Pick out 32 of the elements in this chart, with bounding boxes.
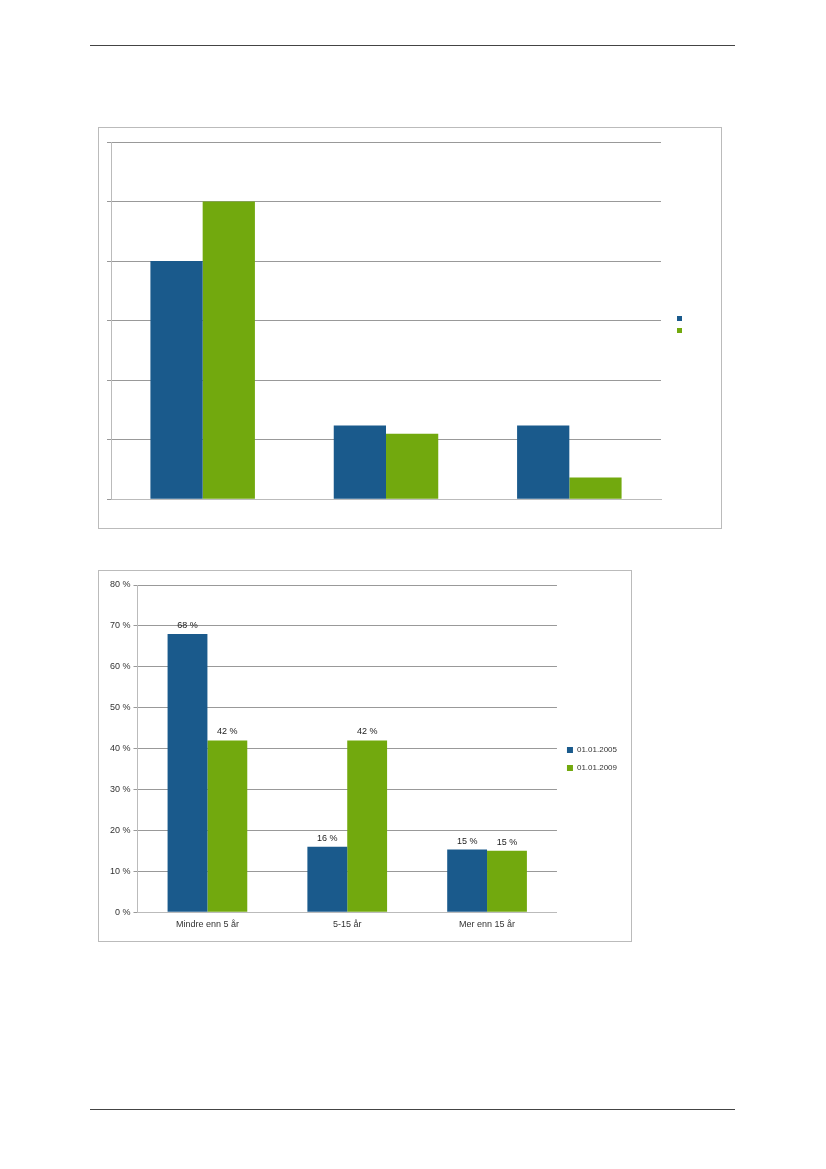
y-tick-label: 40 % [110, 743, 131, 754]
legend-label: 01.01.2005 [576, 745, 618, 755]
bar [347, 740, 388, 912]
data-label: 15 % [456, 835, 478, 846]
y-tick-label: 10 % [110, 865, 131, 876]
bar [447, 849, 488, 912]
y-tick-label: 60 % [110, 661, 131, 672]
y-tick-label: 70 % [110, 620, 131, 631]
bar [202, 201, 255, 499]
y-tick-label: 50 % [110, 702, 131, 713]
bar [386, 433, 439, 499]
x-tick-label: 5-15 år [332, 919, 362, 930]
bar [333, 425, 386, 499]
y-tick-label: 30 % [110, 783, 131, 794]
data-label: 42 % [356, 726, 378, 737]
data-label: 15 % [496, 836, 518, 847]
bar [487, 850, 527, 912]
bar [307, 846, 348, 912]
data-label: 16 % [317, 832, 338, 843]
bar [569, 477, 622, 499]
data-label: 42 % [217, 726, 238, 737]
x-tick-label: Mer enn 15 år [459, 919, 516, 930]
bar [150, 261, 203, 499]
x-tick-label: Mindre enn 5 år [175, 919, 239, 930]
bar [517, 425, 570, 499]
y-tick-label: 20 % [110, 824, 131, 835]
y-tick-label: 80 % [110, 579, 131, 590]
bar [167, 634, 208, 912]
data-label: 68 % [177, 620, 198, 631]
bar [207, 740, 248, 912]
legend-label: 01.01.2009 [576, 763, 618, 773]
y-tick-label: 0 % [115, 906, 131, 917]
